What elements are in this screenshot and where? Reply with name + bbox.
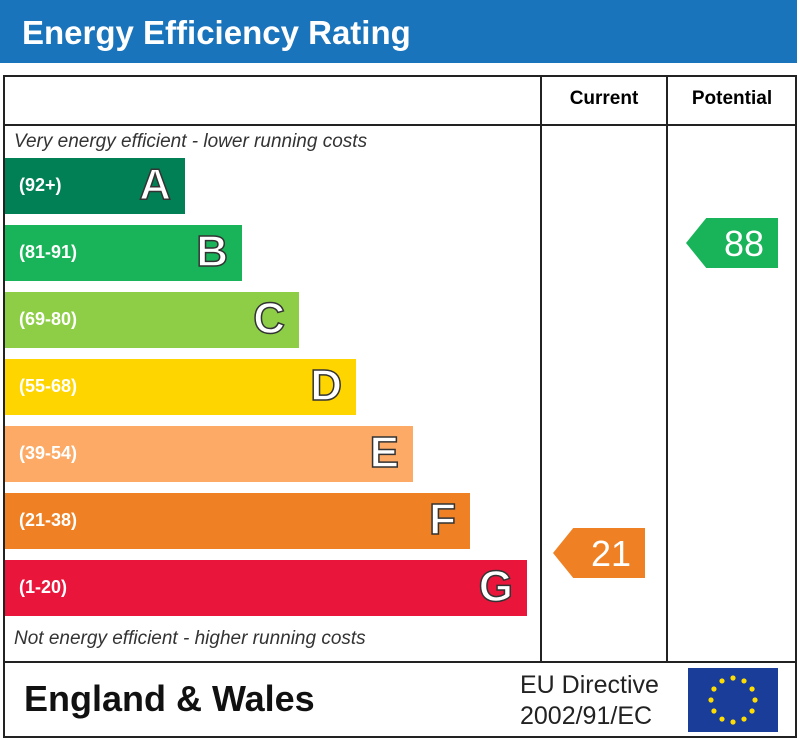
band-range: (92+) [19, 175, 62, 195]
band-range: (1-20) [19, 577, 68, 597]
eu-star [719, 678, 725, 684]
divider [540, 75, 542, 663]
band-d: (55-68) D [5, 359, 356, 415]
directive-line1: EU Directive [520, 671, 659, 699]
eu-star [730, 675, 736, 681]
eu-star [741, 678, 747, 684]
band-letter: F [428, 494, 456, 545]
eu-star [719, 716, 725, 722]
eu-star [749, 686, 755, 692]
band-range: (39-54) [19, 443, 78, 463]
band-e: (39-54) E [5, 426, 413, 482]
eu-star [730, 719, 736, 725]
bottom-note: Not energy efficient - higher running co… [14, 628, 366, 649]
eu-star [711, 708, 717, 714]
band-range: (69-80) [19, 309, 78, 329]
band-g: (1-20) G [5, 560, 527, 616]
band-letter: B [195, 226, 228, 277]
band-letter: E [369, 427, 400, 478]
divider [666, 75, 668, 663]
band-f: (21-38) F [5, 493, 470, 549]
band-range: (55-68) [19, 376, 78, 396]
chart-title: Energy Efficiency Rating [0, 0, 797, 63]
potential-rating-arrow: 88 [686, 218, 778, 268]
eu-star [708, 697, 714, 703]
eu-flag-icon [688, 668, 778, 732]
band-letter: A [138, 159, 171, 210]
eu-star [711, 686, 717, 692]
region-label: England & Wales [24, 678, 315, 719]
band-letter: D [309, 360, 342, 411]
band-c: (69-80) C [5, 292, 299, 348]
eu-star [741, 716, 747, 722]
band-letter: C [252, 293, 285, 344]
band-a: (92+) A [5, 158, 185, 214]
band-range: (21-38) [19, 510, 78, 530]
band-range: (81-91) [19, 242, 78, 262]
eu-star [752, 697, 758, 703]
directive-line2: 2002/91/EC [520, 702, 653, 730]
rating-table [3, 75, 797, 738]
top-note: Very energy efficient - lower running co… [14, 131, 368, 152]
band-b: (81-91) B [5, 225, 242, 281]
divider [3, 124, 797, 126]
eu-star [749, 708, 755, 714]
header-potential: Potential [691, 88, 773, 109]
eu-directive: EU Directive 2002/91/EC [520, 670, 659, 732]
current-rating-arrow: 21 [553, 528, 645, 578]
band-letter: G [478, 561, 514, 612]
header-current: Current [569, 88, 639, 109]
divider [3, 661, 797, 663]
